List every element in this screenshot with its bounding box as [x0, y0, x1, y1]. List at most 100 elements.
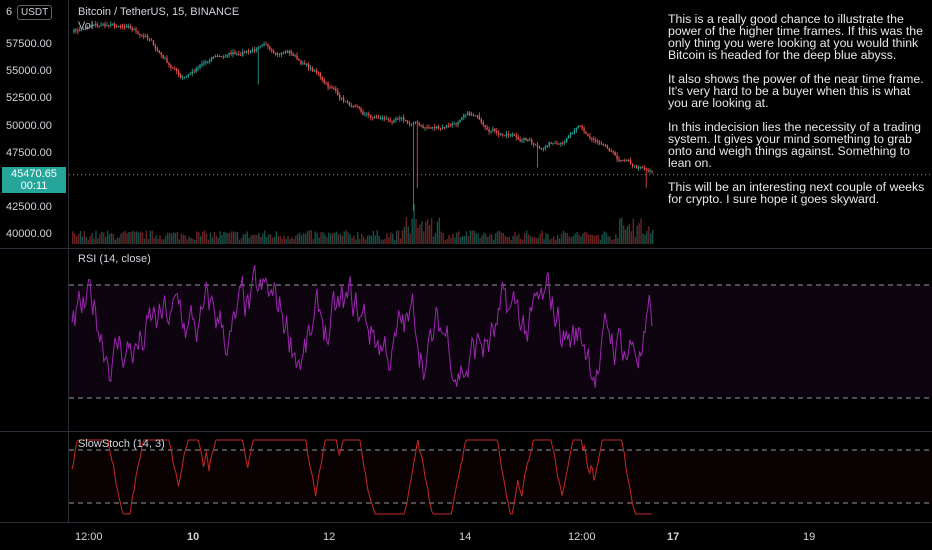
volume-bar	[275, 231, 278, 244]
volume-bar	[262, 233, 264, 244]
candle-body	[633, 165, 636, 167]
volume-bar	[155, 235, 157, 244]
stoch-k-line	[71, 439, 652, 515]
volume-bar	[213, 231, 216, 244]
candle-body	[317, 72, 320, 74]
rsi-pane[interactable]: RSI (14, close)	[0, 249, 932, 431]
volume-bar	[617, 237, 619, 244]
candle-body	[569, 133, 572, 136]
candle-body	[110, 24, 112, 26]
time-tick: 12:00	[75, 531, 103, 543]
candle-body	[298, 58, 300, 61]
volume-bar	[132, 230, 134, 244]
price-tick: 52500.00	[6, 92, 52, 104]
price-pane[interactable]: 6 USDT 57500.00 55000.00 52500.00 50000.…	[0, 0, 932, 248]
pane-separator[interactable]	[0, 431, 932, 432]
candle-body	[265, 44, 267, 46]
volume-bar	[75, 236, 78, 244]
volume-bar	[397, 230, 400, 244]
volume-bar	[423, 231, 425, 244]
candle-body	[189, 73, 192, 76]
time-axis[interactable]: 12:00 10 12 14 12:00 17 19	[0, 523, 932, 550]
volume-bar	[110, 232, 113, 244]
volume-bar	[97, 238, 99, 244]
currency-badge[interactable]: USDT	[17, 5, 53, 20]
candle-body	[224, 56, 226, 58]
candle-body	[587, 133, 589, 136]
volume-bar	[522, 239, 524, 244]
volume-bar	[508, 236, 510, 244]
volume-bar	[291, 237, 293, 244]
volume-bar	[252, 234, 254, 244]
candle-body	[307, 63, 310, 69]
volume-bar	[77, 234, 80, 244]
candle-body	[278, 53, 281, 55]
candle-body	[426, 127, 428, 129]
candle-body	[585, 131, 587, 134]
candle-body	[496, 130, 498, 133]
volume-bar	[81, 236, 84, 244]
volume-bar	[652, 229, 654, 244]
volume-bar	[170, 233, 173, 244]
volume-bar	[471, 230, 473, 244]
candle-body	[73, 29, 75, 33]
price-chart[interactable]	[0, 0, 932, 248]
volume-bar	[240, 238, 243, 244]
candle-body	[104, 24, 106, 27]
volume-bar	[304, 233, 307, 244]
candle-body	[135, 29, 137, 32]
candle-body	[113, 23, 116, 27]
stoch-title[interactable]: SlowStoch (14, 3)	[78, 438, 165, 450]
candle-body	[418, 122, 420, 126]
volume-bar	[411, 218, 413, 244]
volume-indicator-title[interactable]: Vol	[78, 20, 94, 32]
candle-body	[385, 118, 387, 120]
volume-bar	[609, 236, 611, 244]
volume-bar	[310, 230, 312, 244]
volume-bar	[297, 233, 299, 244]
candle-body	[360, 108, 362, 112]
volume-bar	[560, 233, 563, 244]
pane-separator[interactable]	[0, 248, 932, 249]
candle-body	[302, 63, 304, 65]
volume-bar	[106, 230, 109, 244]
volume-bar	[326, 236, 328, 244]
price-tick: 57500.00	[6, 38, 52, 50]
candle-body	[618, 159, 620, 161]
volume-bar	[456, 232, 458, 244]
candle-body	[447, 125, 450, 127]
volume-bar	[615, 234, 617, 244]
candle-body	[614, 151, 616, 156]
volume-bar	[467, 235, 470, 244]
stoch-chart[interactable]	[0, 432, 932, 522]
candle-body	[125, 26, 128, 28]
volume-bar	[650, 233, 652, 244]
candle-body	[274, 52, 277, 55]
volume-bar	[368, 234, 371, 244]
volume-bar	[378, 235, 380, 244]
volume-bar	[426, 219, 429, 244]
volume-bar	[196, 231, 198, 244]
volume-bar	[165, 235, 167, 244]
candle-body	[137, 31, 139, 34]
stoch-pane[interactable]: SlowStoch (14, 3)	[0, 432, 932, 522]
volume-bar	[504, 235, 506, 244]
candle-body	[203, 62, 205, 64]
chart-title[interactable]: Bitcoin / TetherUS, 15, BINANCE	[78, 6, 240, 18]
candle-body	[484, 125, 486, 128]
candle-body	[377, 117, 380, 119]
note-paragraph: This is a really good chance to illustra…	[668, 12, 923, 62]
candle-body	[428, 127, 430, 129]
candle-body	[501, 133, 504, 136]
time-tick: 12	[323, 531, 336, 543]
candle-body	[463, 115, 465, 118]
candle-body	[154, 45, 157, 49]
volume-bar	[79, 231, 82, 244]
rsi-title[interactable]: RSI (14, close)	[78, 253, 151, 265]
volume-bar	[114, 239, 117, 244]
rsi-chart[interactable]	[0, 249, 932, 431]
candle-body	[420, 125, 422, 127]
volume-bar	[108, 234, 111, 244]
candle-body	[340, 97, 343, 99]
volume-bar	[564, 232, 567, 244]
